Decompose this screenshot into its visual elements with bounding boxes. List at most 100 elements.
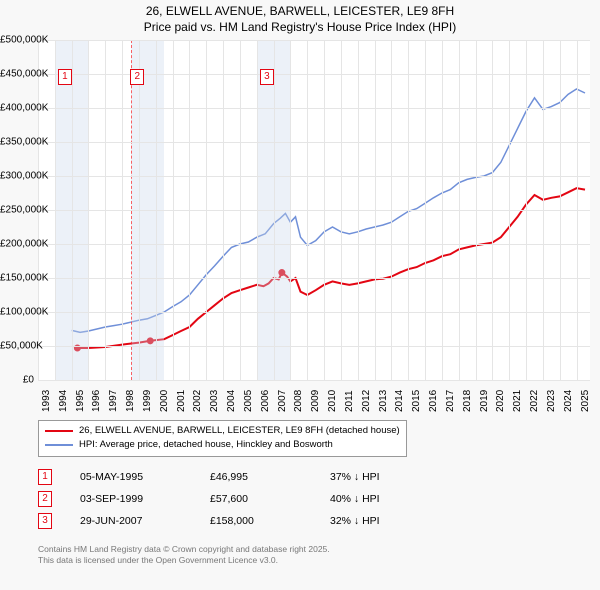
v-gridline [139,40,140,380]
v-gridline [156,40,157,380]
sale-price: £46,995 [210,471,330,483]
v-gridline [122,40,123,380]
yaxis-tick-label: £100,000K [0,307,34,318]
v-gridline [173,40,174,380]
xaxis-tick-label: 2023 [546,390,557,412]
v-gridline [274,40,275,380]
h-gridline [38,40,590,41]
xaxis-tick-label: 1995 [75,390,86,412]
v-gridline [290,40,291,380]
xaxis-tick-label: 2022 [529,390,540,412]
title-line1: 26, ELWELL AVENUE, BARWELL, LEICESTER, L… [0,4,600,20]
h-gridline [38,74,590,75]
v-gridline [577,40,578,380]
xaxis-tick-label: 2006 [260,390,271,412]
yaxis-tick-label: £450,000K [0,69,34,80]
xaxis-tick-label: 2020 [495,390,506,412]
v-gridline [560,40,561,380]
v-gridline [425,40,426,380]
sale-price: £57,600 [210,493,330,505]
xaxis-tick-label: 1996 [91,390,102,412]
yaxis-tick-label: £200,000K [0,239,34,250]
v-gridline [55,40,56,380]
chart-title: 26, ELWELL AVENUE, BARWELL, LEICESTER, L… [0,0,600,35]
xaxis-tick-label: 2001 [176,390,187,412]
v-gridline [240,40,241,380]
sale-row: 1 05-MAY-1995£46,99537% ↓ HPI [38,466,420,488]
footnote-line1: Contains HM Land Registry data © Crown c… [38,544,330,555]
v-gridline [442,40,443,380]
h-gridline [38,312,590,313]
xaxis-tick-label: 2002 [192,390,203,412]
xaxis-tick-label: 2004 [226,390,237,412]
xaxis-tick-label: 2014 [394,390,405,412]
xaxis-tick-label: 1993 [41,390,52,412]
yaxis-tick-label: £500,000K [0,35,34,46]
xaxis-tick-label: 2016 [428,390,439,412]
xaxis-tick-label: 2013 [378,390,389,412]
sale-row-marker: 3 [38,513,52,529]
xaxis-tick-label: 2018 [462,390,473,412]
v-gridline [375,40,376,380]
xaxis-tick-label: 2005 [243,390,254,412]
footnote-line2: This data is licensed under the Open Gov… [38,555,330,566]
h-gridline [38,142,590,143]
chart-container: 26, ELWELL AVENUE, BARWELL, LEICESTER, L… [0,0,600,590]
xaxis-tick-label: 2011 [344,390,355,412]
yaxis-tick-label: £0 [0,375,34,386]
sale-date: 03-SEP-1999 [80,493,210,505]
v-gridline [476,40,477,380]
v-gridline [72,40,73,380]
v-gridline [257,40,258,380]
v-gridline [324,40,325,380]
xaxis-tick-label: 2010 [327,390,338,412]
sale-marker-3: 3 [260,69,274,85]
v-gridline [391,40,392,380]
h-gridline [38,278,590,279]
sale-diff: 37% ↓ HPI [330,471,420,483]
legend-label: 26, ELWELL AVENUE, BARWELL, LEICESTER, L… [79,424,400,438]
h-gridline [38,210,590,211]
legend-box: 26, ELWELL AVENUE, BARWELL, LEICESTER, L… [38,420,407,457]
sale-date: 29-JUN-2007 [80,515,210,527]
xaxis-tick-label: 2003 [209,390,220,412]
h-gridline [38,108,590,109]
xaxis-tick-label: 2021 [512,390,523,412]
sale-date: 05-MAY-1995 [80,471,210,483]
v-gridline [492,40,493,380]
xaxis-tick-label: 2017 [445,390,456,412]
v-gridline [526,40,527,380]
sale-row-marker: 2 [38,491,52,507]
xaxis-tick-label: 2008 [293,390,304,412]
v-gridline [358,40,359,380]
xaxis-tick-label: 2015 [411,390,422,412]
v-gridline [307,40,308,380]
xaxis-tick-label: 2024 [563,390,574,412]
v-gridline [206,40,207,380]
xaxis-tick-label: 1999 [142,390,153,412]
xaxis-tick-label: 1994 [58,390,69,412]
sale-row: 329-JUN-2007£158,00032% ↓ HPI [38,510,420,532]
xaxis-tick-label: 2019 [479,390,490,412]
legend-row: 26, ELWELL AVENUE, BARWELL, LEICESTER, L… [45,424,400,438]
h-gridline [38,380,590,381]
v-gridline [509,40,510,380]
legend-swatch [45,430,73,432]
sales-table: 1 05-MAY-1995£46,99537% ↓ HPI 2 03-SEP-1999… [38,466,420,532]
sale-marker-1: 1 [58,69,72,85]
v-gridline [341,40,342,380]
h-gridline [38,244,590,245]
sale-row-marker: 1 [38,469,52,485]
sale-row: 2 03-SEP-1999£57,60040% ↓ HPI [38,488,420,510]
xaxis-tick-label: 2025 [580,390,591,412]
v-gridline [189,40,190,380]
xaxis-tick-label: 2012 [361,390,372,412]
v-gridline [223,40,224,380]
sale-diff: 40% ↓ HPI [330,493,420,505]
yaxis-tick-label: £250,000K [0,205,34,216]
title-line2: Price paid vs. HM Land Registry's House … [0,20,600,36]
yaxis-tick-label: £400,000K [0,103,34,114]
v-gridline [459,40,460,380]
plot-area [38,40,590,380]
sale-price: £158,000 [210,515,330,527]
